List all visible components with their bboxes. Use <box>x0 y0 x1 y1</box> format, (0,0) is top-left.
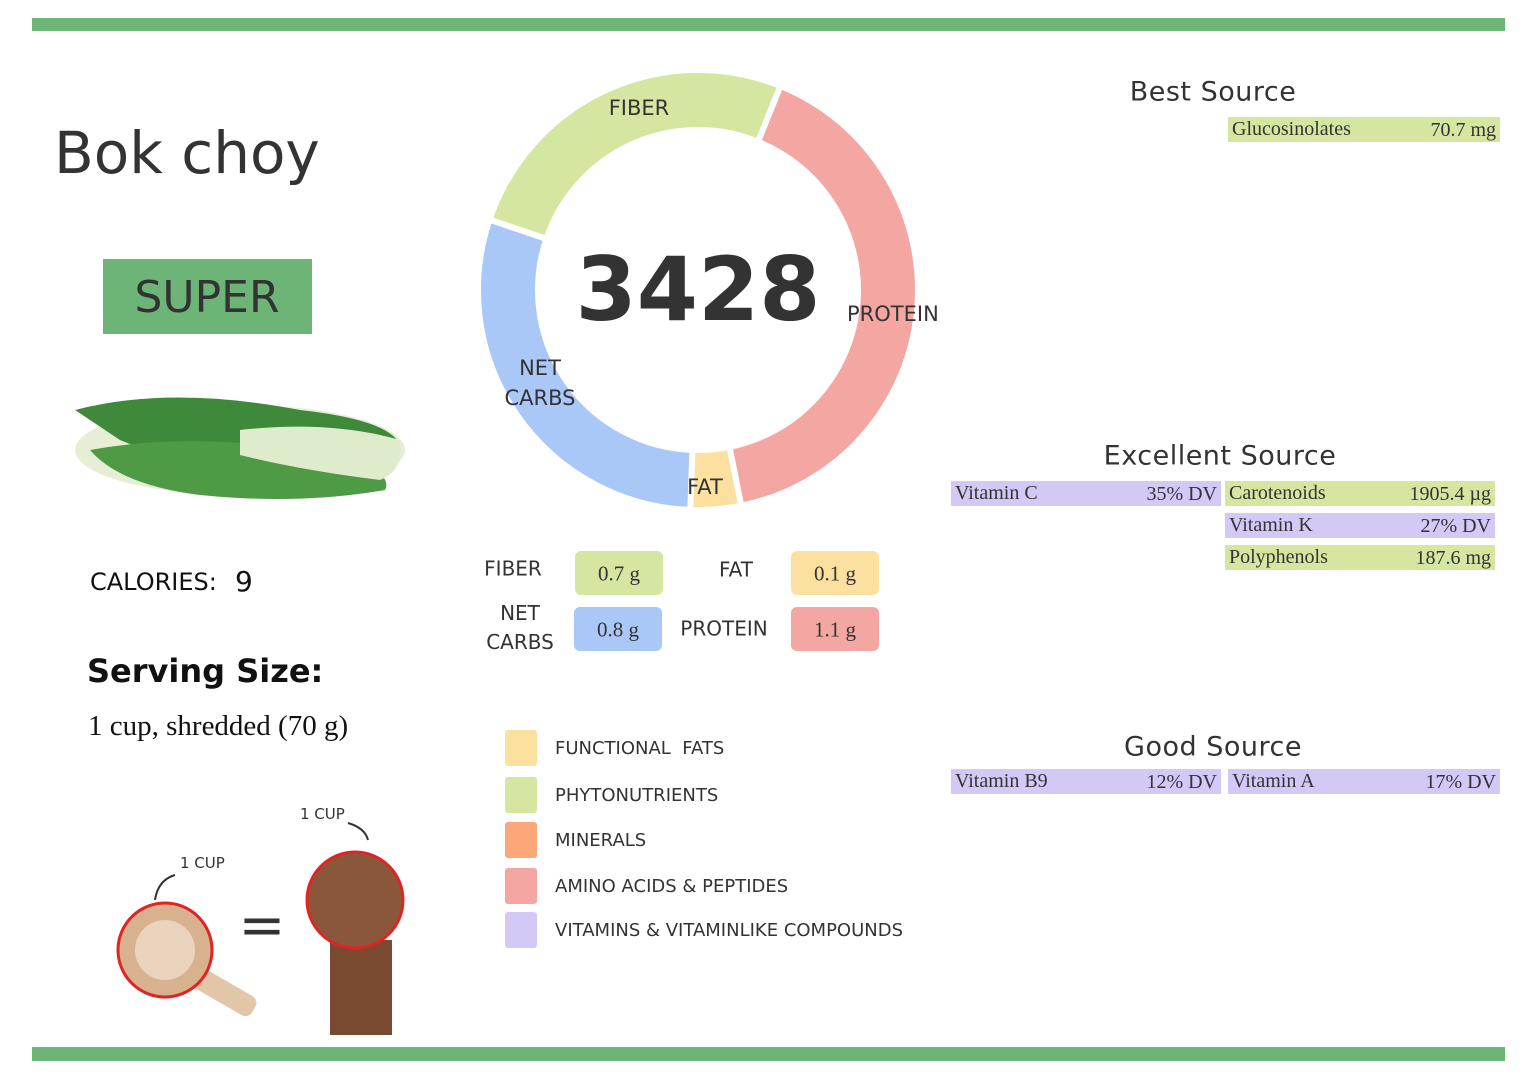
source-heading: Excellent Source <box>1103 440 1337 472</box>
source-name: Polyphenols <box>1229 546 1328 568</box>
calories-value: 9 <box>235 565 253 598</box>
serving-heading: Serving Size: <box>87 652 324 690</box>
donut-label: FIBER <box>608 96 670 120</box>
source-heading: Best Source <box>1129 76 1297 108</box>
source-name: Carotenoids <box>1229 482 1326 504</box>
legend-label: AMINO ACIDS & PEPTIDES <box>555 876 789 897</box>
donut-label: PROTEIN <box>847 302 939 326</box>
legend-label: MINERALS <box>555 830 647 851</box>
macro-value: 0.8 g <box>597 617 639 642</box>
source-item <box>1225 513 1495 538</box>
source-amount: 187.6 mg <box>1415 547 1491 569</box>
serving-text: 1 cup, shredded (70 g) <box>88 710 349 742</box>
source-item <box>951 769 1221 794</box>
legend-swatch <box>505 730 537 766</box>
source-item <box>1225 545 1495 570</box>
macro-label: FAT <box>718 557 753 582</box>
legend-label: VITAMINS & VITAMINLIKE COMPOUNDS <box>555 920 904 941</box>
source-name: Vitamin A <box>1232 770 1315 792</box>
donut-label: FAT <box>687 475 723 499</box>
score: 3428 <box>575 238 821 341</box>
source-item <box>1228 769 1500 794</box>
source-amount: 27% DV <box>1420 515 1491 537</box>
macro-label: NET CARBS <box>486 601 554 654</box>
macro-value: 0.1 g <box>814 561 856 586</box>
macro-label: FIBER <box>484 556 542 581</box>
legend-label: FUNCTIONAL FATS <box>555 738 725 759</box>
title: Bok choy <box>54 119 320 187</box>
legend-swatch <box>505 868 537 904</box>
calories-label: CALORIES: <box>90 568 217 596</box>
source-item <box>1225 481 1495 506</box>
macro-pill <box>791 607 879 651</box>
measuring-cup <box>116 874 257 1017</box>
fist <box>305 822 405 1035</box>
source-name: Vitamin K <box>1229 514 1313 536</box>
macro-label: PROTEIN <box>680 616 768 641</box>
macro-pill <box>574 607 662 651</box>
source-amount: 17% DV <box>1425 771 1496 793</box>
legend-label: PHYTONUTRIENTS <box>555 785 719 806</box>
source-name: Vitamin B9 <box>955 770 1048 792</box>
source-amount: 35% DV <box>1146 483 1217 505</box>
fist-label: 1 CUP <box>300 805 345 823</box>
source-item <box>951 481 1221 506</box>
top-bar <box>32 18 1505 31</box>
source-amount: 1905.4 µg <box>1409 483 1491 505</box>
donut-segment <box>725 82 921 510</box>
legend-swatch <box>505 822 537 858</box>
macro-value: 0.7 g <box>598 561 640 586</box>
source-amount: 70.7 mg <box>1430 119 1496 141</box>
legend-swatch <box>505 912 537 948</box>
macro-value: 1.1 g <box>814 617 856 642</box>
donut-segment <box>485 67 785 243</box>
donut-segment <box>475 215 696 513</box>
source-name: Vitamin C <box>955 482 1038 504</box>
source-heading: Good Source <box>1124 731 1302 763</box>
source-item <box>1228 117 1500 142</box>
source-name: Glucosinolates <box>1232 118 1351 140</box>
equals-sign: = <box>238 893 286 958</box>
bottom-bar <box>32 1047 1505 1061</box>
cup-label: 1 CUP <box>180 854 225 872</box>
bok-choy-image <box>75 397 405 499</box>
macro-pill <box>575 551 663 595</box>
rating-box <box>103 259 312 334</box>
legend-swatch <box>505 777 537 813</box>
rating: SUPER <box>134 272 280 323</box>
macro-pill <box>791 551 879 595</box>
source-amount: 12% DV <box>1146 771 1217 793</box>
donut-label: NET CARBS <box>504 356 576 410</box>
